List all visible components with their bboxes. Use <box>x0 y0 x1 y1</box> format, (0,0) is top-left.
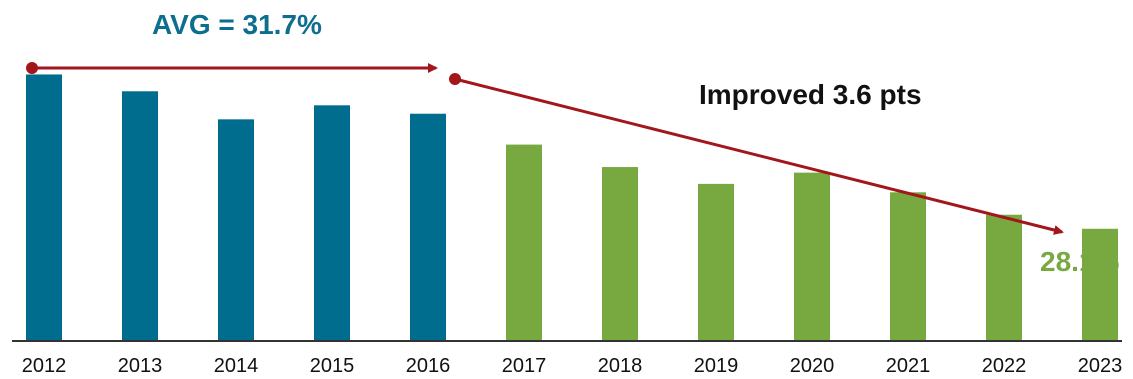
average-annotation: AVG = 31.7% <box>152 9 322 40</box>
trend-arrow <box>454 77 1064 235</box>
bar-2022 <box>986 214 1022 341</box>
x-tick-label: 2012 <box>22 355 67 377</box>
bar-2019 <box>698 183 734 341</box>
x-tick-label: 2015 <box>310 355 355 377</box>
x-tick-label: 2017 <box>502 355 547 377</box>
bar-2015 <box>314 105 350 342</box>
bar-2020 <box>794 172 830 341</box>
trend-arrows <box>26 62 1064 235</box>
x-tick-label: 2022 <box>982 355 1027 377</box>
improvement-annotation: Improved 3.6 pts <box>699 79 922 110</box>
bars-group <box>26 74 1118 342</box>
last-value-label: 28.1% <box>1040 246 1119 277</box>
bar-2016 <box>410 113 446 342</box>
x-tick-label: 2023 <box>1078 355 1123 377</box>
bar-2012 <box>26 74 62 342</box>
x-tick-label: 2014 <box>214 355 259 377</box>
x-tick-label: 2018 <box>598 355 643 377</box>
x-tick-label: 2013 <box>118 355 163 377</box>
x-tick-label: 2019 <box>694 355 739 377</box>
bar-2021 <box>890 192 926 341</box>
bar-2023 <box>1082 228 1118 341</box>
x-tick-labels: 2012 2013 2014 2015 2016 2017 2018 2019 2020 2021… <box>22 355 1123 377</box>
x-tick-label: 2016 <box>406 355 451 377</box>
bar-2014 <box>218 119 254 341</box>
bar-2018 <box>602 167 638 341</box>
x-tick-label: 2020 <box>790 355 835 377</box>
bar-2017 <box>506 144 542 341</box>
bar-2013 <box>122 91 158 341</box>
x-tick-label: 2021 <box>886 355 931 377</box>
